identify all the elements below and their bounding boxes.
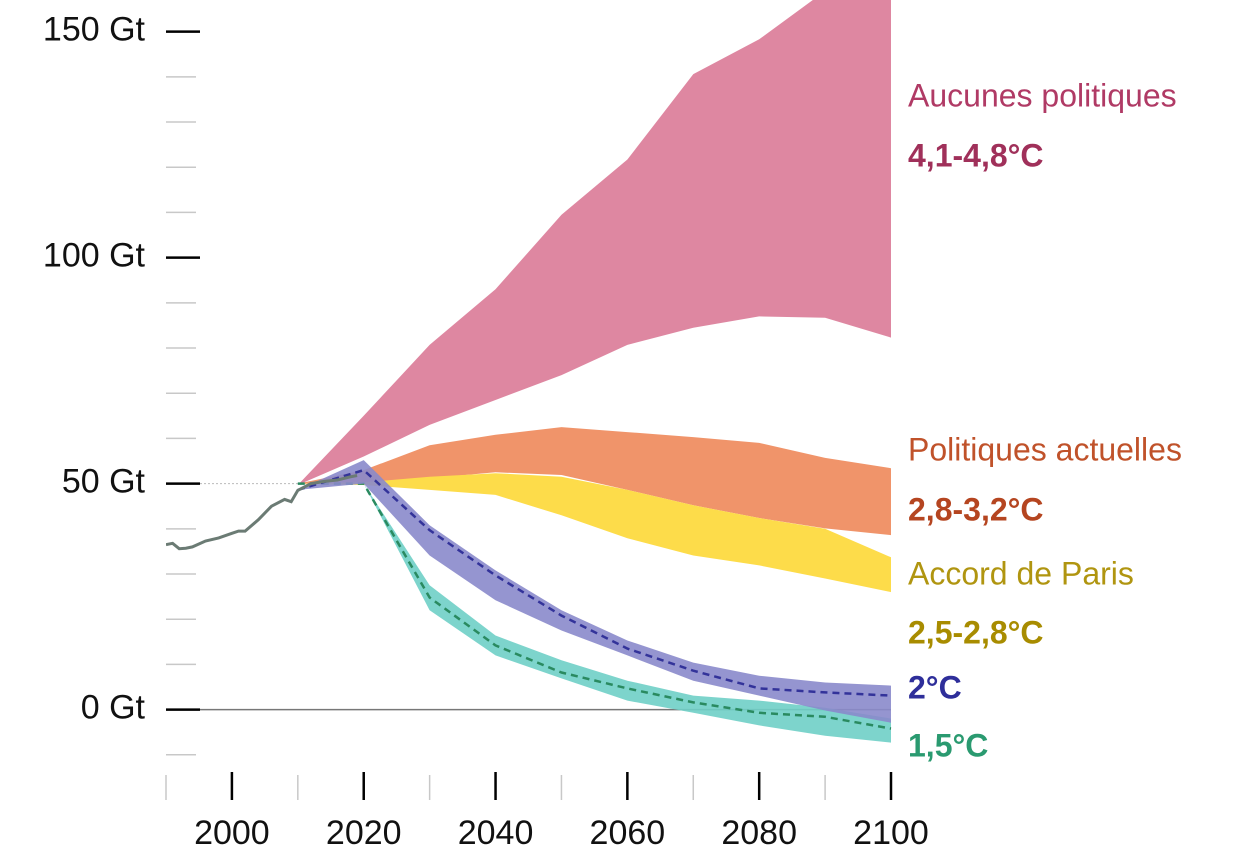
series-label: 2,8-3,2°C (908, 491, 1044, 527)
series-label: 2,5-2,8°C (908, 614, 1044, 650)
x-tick-label: 2100 (853, 814, 929, 852)
x-tick-label: 2060 (590, 814, 666, 852)
range-band (297, 427, 891, 536)
x-tick-label: 2080 (721, 814, 797, 852)
range-band (297, 460, 891, 723)
history-line (166, 474, 358, 551)
y-tick-label: 50 Gt (62, 463, 146, 501)
range-band (297, 473, 891, 593)
x-tick-label: 2040 (458, 814, 534, 852)
series-name: Aucunes politiques (908, 77, 1177, 113)
series-name: Accord de Paris (908, 555, 1134, 591)
series-label: 2°C (908, 669, 962, 705)
x-tick-label: 2020 (326, 814, 402, 852)
x-tick-label: 2000 (194, 814, 270, 852)
range-band (297, 0, 891, 485)
axes: 0 Gt 50 Gt 100 Gt 150 Gt 2000 2020 2040 2060 208… (43, 11, 929, 852)
median-line (297, 468, 892, 697)
y-tick-label: 0 Gt (81, 689, 146, 727)
series-label: 1,5°C (908, 727, 988, 763)
y-tick-label: 100 Gt (43, 237, 146, 275)
series-label: 4,1-4,8°C (908, 137, 1044, 173)
plot-area (166, 0, 892, 743)
median-line (297, 482, 892, 730)
y-tick-label: 150 Gt (43, 11, 146, 49)
range-band (297, 483, 891, 743)
series-name: Politiques actuelles (908, 431, 1182, 467)
